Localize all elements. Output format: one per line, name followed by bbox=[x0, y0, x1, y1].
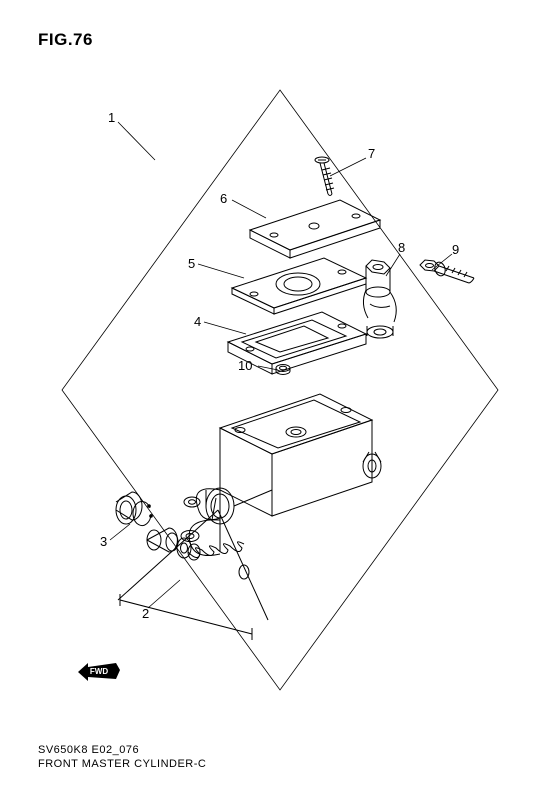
footer-title: FRONT MASTER CYLINDER-C bbox=[38, 758, 206, 770]
callout-7: 7 bbox=[368, 146, 375, 161]
part-boot bbox=[116, 492, 152, 526]
fwd-label: FWD bbox=[90, 667, 108, 676]
extent-line bbox=[120, 594, 252, 640]
detail-projection-lines bbox=[118, 498, 268, 620]
callout-8: 8 bbox=[398, 240, 405, 255]
part-holder-clamp bbox=[363, 260, 396, 338]
diagram-page: FIG.76 bbox=[0, 0, 560, 791]
figure-title: FIG.76 bbox=[38, 30, 93, 50]
part-bolt bbox=[420, 260, 474, 283]
callout-1: 1 bbox=[108, 110, 115, 125]
fwd-arrow-icon: FWD bbox=[76, 660, 120, 680]
part-master-cylinder-body bbox=[181, 394, 381, 556]
footer-code: SV650K8 E02_076 bbox=[38, 744, 139, 756]
callout-9: 9 bbox=[452, 242, 459, 257]
part-screw bbox=[315, 157, 334, 196]
callout-6: 6 bbox=[220, 191, 227, 206]
part-cap bbox=[250, 200, 380, 258]
callout-4: 4 bbox=[194, 314, 201, 329]
callout-2: 2 bbox=[142, 606, 149, 621]
part-plate-diaphragm bbox=[232, 258, 366, 314]
callout-5: 5 bbox=[188, 256, 195, 271]
callout-3: 3 bbox=[100, 534, 107, 549]
callout-10: 10 bbox=[238, 358, 252, 373]
assembly-diamond bbox=[62, 90, 498, 690]
part-washer-small bbox=[276, 365, 290, 375]
